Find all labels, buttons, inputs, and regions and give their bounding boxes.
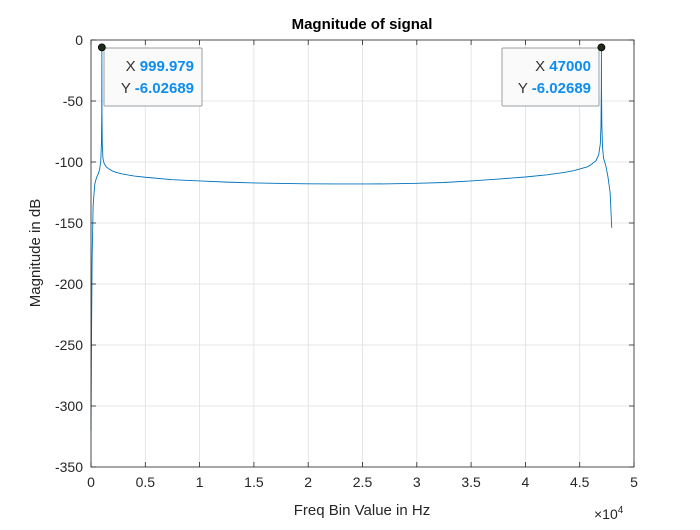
y-tick-label: 0 [75, 32, 83, 48]
y-tick-label: -300 [55, 398, 83, 414]
datatip-marker [597, 43, 606, 52]
x-tick-label: 2.5 [353, 474, 373, 490]
x-axis-exponent-power: 4 [618, 505, 624, 516]
x-axis-label: Freq Bin Value in Hz [294, 502, 430, 519]
datatip-box [103, 47, 203, 107]
datatip-y-label: Y [121, 80, 135, 97]
x-tick-label: 4 [522, 474, 530, 490]
datatip-y-label: Y [518, 80, 532, 97]
datatip-y-row: Y -6.02689 [121, 80, 194, 97]
datatip-x-label: X [126, 58, 140, 75]
datatip-y-value: -6.02689 [532, 80, 591, 97]
y-tick-label: -350 [55, 459, 83, 475]
series-line [90, 46, 613, 431]
x-tick-label: 0 [87, 474, 95, 490]
datatip-x-row: X 999.979 [126, 58, 194, 75]
y-tick-label: -200 [55, 276, 83, 292]
datatip: X 999.979 Y -6.02689 [97, 43, 203, 107]
x-tick-label: 3 [413, 474, 421, 490]
y-tick-label: -250 [55, 337, 83, 353]
x-axis-exponent: ×104 [594, 505, 624, 522]
datatip-x-row: X 47000 [535, 58, 591, 75]
x-tick-label: 1 [196, 474, 204, 490]
datatip-y-value: -6.02689 [135, 80, 194, 97]
x-tick-label: 0.5 [136, 474, 156, 490]
x-tick-label: 5 [630, 474, 638, 490]
y-axis-label: Magnitude in dB [27, 199, 44, 307]
datatip-y-row: Y -6.02689 [518, 80, 591, 97]
y-tick-label: -150 [55, 215, 83, 231]
x-tick-label: 2 [304, 474, 312, 490]
datatip-x-label: X [535, 58, 549, 75]
y-tick-label: -100 [55, 154, 83, 170]
y-tick-label: -50 [63, 93, 83, 109]
datatip-marker [97, 43, 106, 52]
x-tick-label: 1.5 [244, 474, 264, 490]
x-tick-label: 4.5 [570, 474, 590, 490]
axis-ticks: 0 0.5 1 1.5 2 2.5 3 3.5 4 4.5 5 0 -50 -100 -150 -200 -25… [55, 32, 638, 490]
series-layer [90, 46, 613, 431]
chart-title: Magnitude of signal [292, 16, 433, 33]
x-tick-label: 3.5 [461, 474, 481, 490]
datatip-x-value: 47000 [549, 58, 591, 75]
x-axis-exponent-base: ×10 [594, 506, 618, 522]
datatip-x-value: 999.979 [140, 58, 194, 75]
datatip-box [501, 47, 600, 107]
